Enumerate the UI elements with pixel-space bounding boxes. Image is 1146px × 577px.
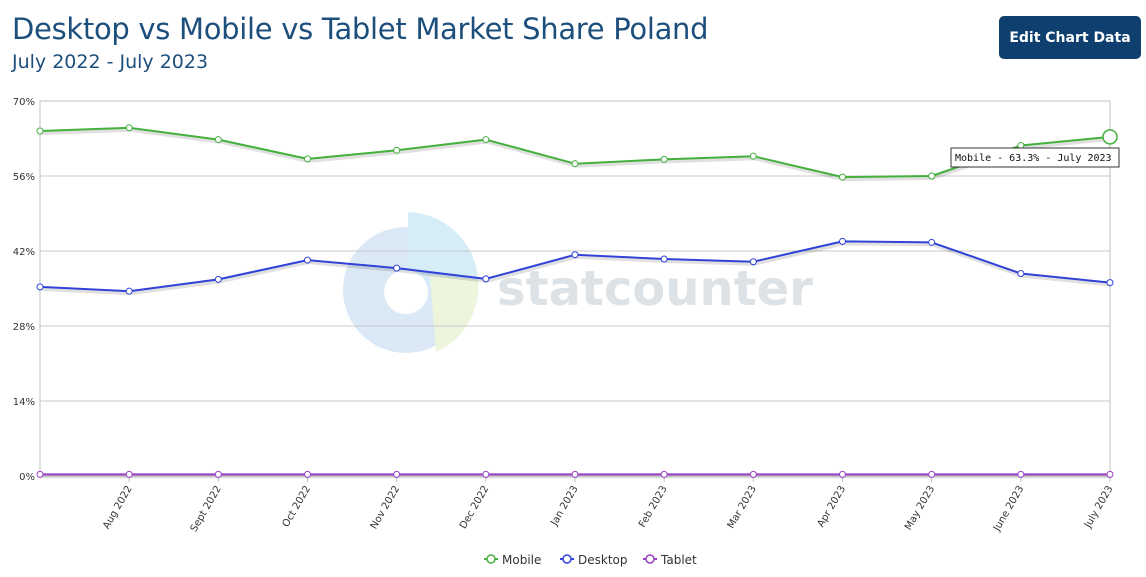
highlighted-data-point[interactable] xyxy=(1102,129,1118,145)
data-point-tablet[interactable] xyxy=(749,470,757,478)
data-point-desktop[interactable] xyxy=(660,255,668,263)
y-axis-labels: 0% 14% 28% 42% 56% 70% xyxy=(13,97,35,483)
x-tick-label: Apr 2023 xyxy=(816,484,848,529)
data-point-mobile[interactable] xyxy=(571,160,579,168)
y-tick-label: 56% xyxy=(13,172,35,183)
x-tick-label: Jan 2023 xyxy=(549,484,581,529)
data-point-tablet[interactable] xyxy=(214,470,222,478)
data-point-desktop[interactable] xyxy=(304,256,311,264)
chart-subtitle: July 2022 - July 2023 xyxy=(12,51,209,73)
x-tick-label: Sept 2022 xyxy=(189,484,224,534)
data-point-mobile[interactable] xyxy=(214,136,222,144)
legend-item-desktop[interactable]: Desktop xyxy=(578,553,628,567)
legend: Mobile Desktop Tablet xyxy=(484,553,697,567)
y-tick-label: 70% xyxy=(13,97,35,108)
watermark-ring-green xyxy=(430,275,479,352)
data-point-desktop[interactable] xyxy=(928,238,936,246)
data-point-desktop[interactable] xyxy=(749,258,757,266)
data-point-mobile[interactable] xyxy=(749,152,757,160)
x-tick-label: Mar 2023 xyxy=(726,484,759,531)
tooltip-box xyxy=(950,147,1120,168)
data-point-tablet[interactable] xyxy=(928,470,936,478)
data-point-tablet[interactable] xyxy=(571,470,579,478)
chart-title: Desktop vs Mobile vs Tablet Market Share… xyxy=(12,12,709,46)
y-tick-label: 42% xyxy=(13,247,35,258)
tooltip-text: Mobile - 63.3% - July 2023 xyxy=(955,153,1112,164)
series-lines xyxy=(36,124,1118,479)
data-point-mobile[interactable] xyxy=(660,155,668,163)
data-point-desktop[interactable] xyxy=(36,283,44,291)
watermark-ring-cyan xyxy=(408,212,478,284)
data-point-mobile[interactable] xyxy=(36,127,44,135)
legend-marker-desktop xyxy=(562,554,572,564)
grid-lines xyxy=(40,175,1110,402)
x-tick-label: May 2023 xyxy=(903,484,937,532)
data-point-tablet[interactable] xyxy=(304,470,311,478)
data-point-tablet[interactable] xyxy=(482,470,490,478)
statcounter-watermark: statcounter xyxy=(343,212,813,353)
data-point-desktop[interactable] xyxy=(125,287,133,295)
y-tick-label: 0% xyxy=(19,472,35,483)
watermark-text: statcounter xyxy=(497,261,813,317)
data-point-tablet[interactable] xyxy=(36,470,44,478)
legend-item-mobile[interactable]: Mobile xyxy=(502,553,541,567)
legend-item-tablet[interactable]: Tablet xyxy=(660,553,697,567)
data-point-desktop[interactable] xyxy=(214,275,222,283)
watermark-ring-hole xyxy=(384,270,428,314)
data-point-mobile[interactable] xyxy=(482,136,490,144)
data-point-desktop[interactable] xyxy=(482,275,490,283)
data-point-mobile[interactable] xyxy=(928,172,936,180)
x-tick-label: Nov 2022 xyxy=(369,484,403,531)
data-point-tablet[interactable] xyxy=(1017,470,1025,478)
data-point-tablet[interactable] xyxy=(660,470,668,478)
x-tick-label: Oct 2022 xyxy=(281,484,313,529)
x-axis-labels: Aug 2022 Sept 2022 Oct 2022 Nov 2022 Dec 202… xyxy=(101,476,1116,534)
data-point-desktop[interactable] xyxy=(1106,279,1114,287)
legend-marker-tablet xyxy=(645,554,655,564)
legend-marker-mobile xyxy=(486,554,496,564)
x-tick-label: Aug 2022 xyxy=(101,484,135,531)
y-tick-label: 28% xyxy=(13,322,35,333)
data-point-tablet[interactable] xyxy=(125,470,133,478)
x-tick-label: June 2023 xyxy=(991,484,1026,534)
data-point-tablet[interactable] xyxy=(839,470,846,478)
x-tick-label: Dec 2022 xyxy=(458,484,492,531)
data-point-tablet[interactable] xyxy=(393,470,401,478)
edit-chart-data-button[interactable]: Edit Chart Data xyxy=(999,16,1141,59)
x-tick-label: Feb 2023 xyxy=(637,484,670,530)
data-point-mobile[interactable] xyxy=(839,173,846,181)
data-point-mobile[interactable] xyxy=(393,146,401,154)
tooltip: Mobile - 63.3% - July 2023 xyxy=(950,147,1120,168)
data-point-mobile[interactable] xyxy=(125,124,133,132)
x-tick-label: July 2023 xyxy=(1082,484,1115,531)
plot-area xyxy=(39,100,1111,477)
data-point-desktop[interactable] xyxy=(571,251,579,259)
data-point-desktop[interactable] xyxy=(839,237,846,245)
data-point-desktop[interactable] xyxy=(393,264,401,272)
y-tick-label: 14% xyxy=(13,397,35,408)
data-point-tablet[interactable] xyxy=(1106,470,1114,478)
data-point-mobile[interactable] xyxy=(304,155,311,163)
data-point-desktop[interactable] xyxy=(1017,270,1025,277)
